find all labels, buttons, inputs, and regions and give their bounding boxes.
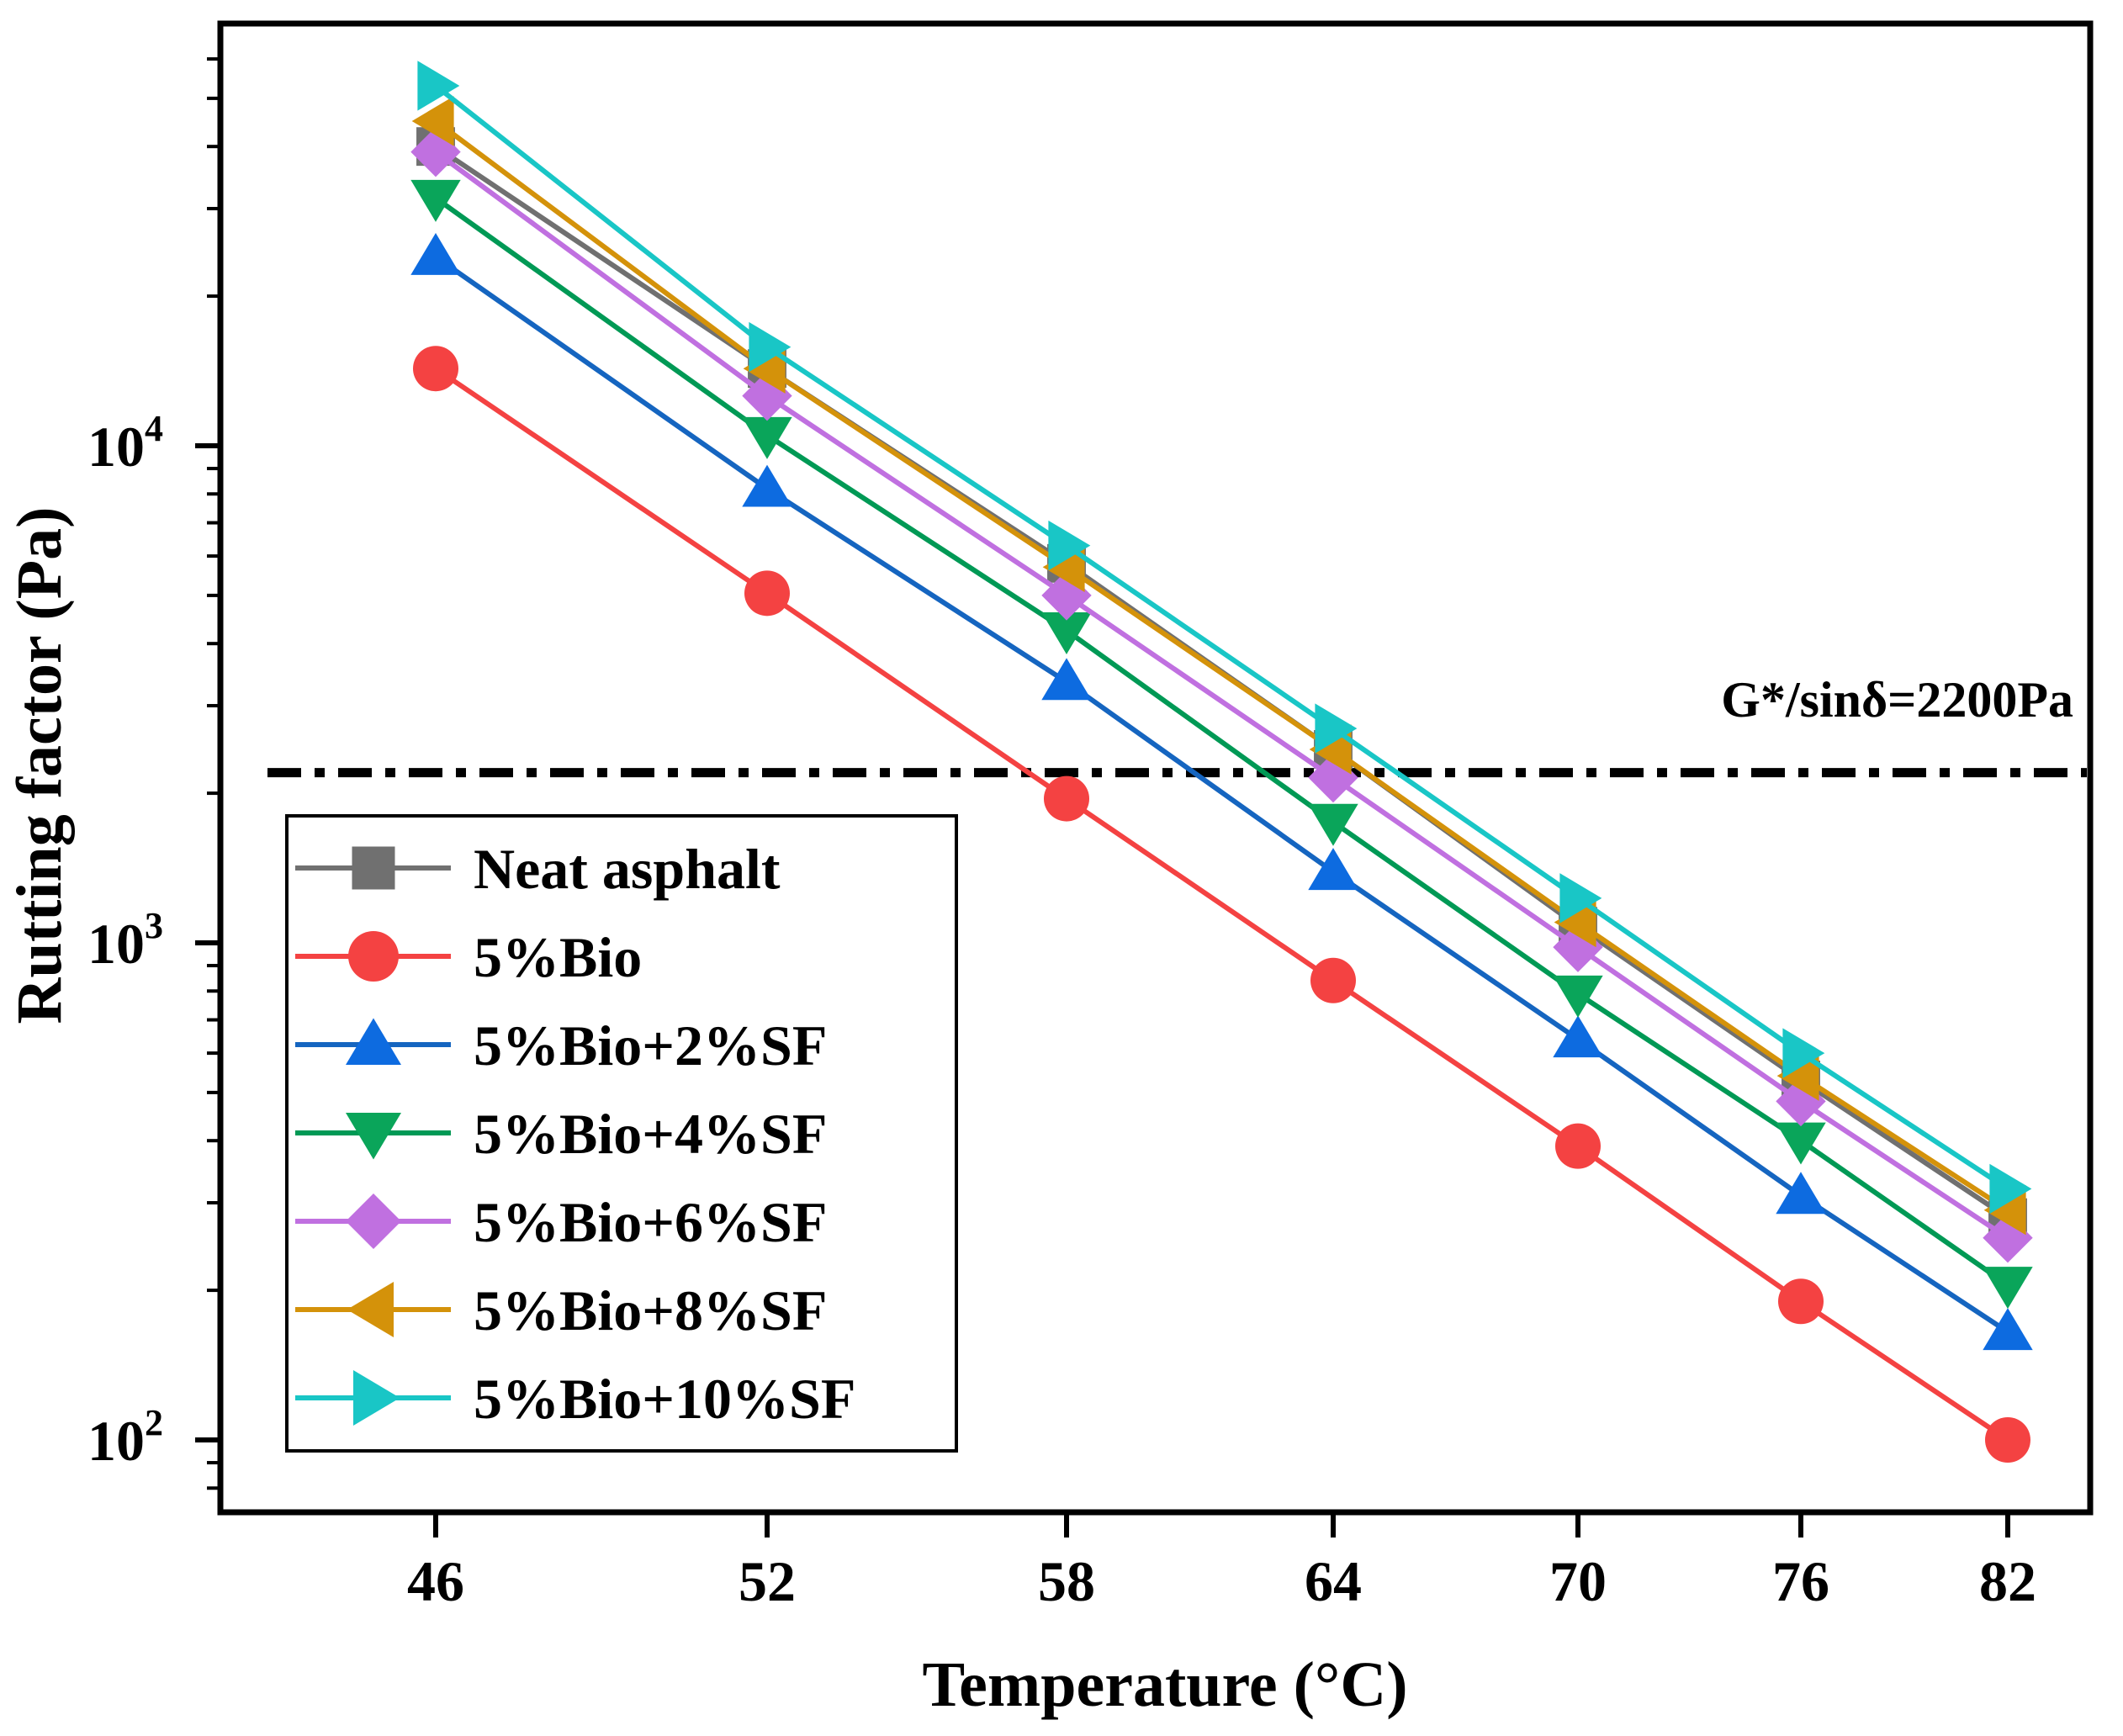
data-point [1985, 1417, 2030, 1463]
legend-marker [346, 1113, 401, 1160]
legend-item: 5%Bio [295, 925, 642, 989]
data-point [1776, 1172, 1826, 1215]
legend-marker [348, 931, 399, 982]
data-point [742, 464, 792, 507]
data-point [1776, 1122, 1826, 1165]
data-point [1553, 922, 1603, 972]
data-point [1041, 658, 1092, 701]
data-point [1554, 897, 1596, 948]
legend-label: 5%Bio+10%SF [474, 1367, 855, 1431]
data-point [1310, 957, 1356, 1003]
legend-marker [352, 846, 395, 890]
x-axis-title: Temperature (°C) [922, 1649, 1407, 1720]
series-5 [410, 126, 2033, 1263]
data-point [1553, 975, 1603, 1018]
data-point [1048, 520, 1091, 571]
x-tick-label: 52 [739, 1549, 796, 1613]
legend-item: 5%Bio+2%SF [295, 1014, 827, 1077]
x-tick-label: 76 [1772, 1549, 1829, 1613]
legend-marker [346, 1194, 401, 1249]
data-point [1989, 1163, 2032, 1215]
legend-item: 5%Bio+4%SF [295, 1102, 827, 1166]
y-tick-label: 102 [87, 1402, 163, 1473]
legend-label: Neat asphalt [474, 837, 781, 901]
y-tick-label: 104 [87, 408, 163, 479]
legend-marker [353, 1370, 400, 1426]
data-point [1308, 848, 1358, 891]
data-point [1782, 1028, 1825, 1078]
legend-item: 5%Bio+8%SF [295, 1278, 827, 1342]
legend-label: 5%Bio+2%SF [474, 1014, 827, 1077]
legend-label: 5%Bio+6%SF [474, 1190, 827, 1254]
data-point [1308, 803, 1358, 846]
legend-label: 5%Bio+4%SF [474, 1102, 827, 1166]
reference-line-label: G*/sinδ=2200Pa [1721, 672, 2073, 728]
plot-layer: 46 52 58 64 70 76 82 102 103 104 Neat asphalt 5%Bio… [87, 20, 2094, 1613]
legend-marker [346, 1018, 401, 1065]
data-point [1044, 775, 1089, 822]
series-3 [410, 232, 2033, 1351]
data-point [417, 61, 460, 111]
y-tick-label: 103 [87, 905, 163, 976]
data-point [744, 570, 790, 617]
data-point [413, 346, 458, 392]
series-4 [410, 179, 2033, 1310]
data-point [1778, 1278, 1824, 1325]
legend-item: Neat asphalt [295, 837, 781, 901]
x-tick-label: 70 [1549, 1549, 1607, 1613]
legend-item: 5%Bio+10%SF [295, 1367, 855, 1431]
x-tick-label: 82 [1979, 1549, 2036, 1613]
data-point [410, 179, 461, 222]
data-point [1776, 1076, 1826, 1127]
data-point [1041, 612, 1092, 654]
legend-label: 5%Bio [474, 925, 642, 989]
legend-label: 5%Bio+8%SF [474, 1278, 827, 1342]
data-point [1555, 1123, 1601, 1169]
y-axis-title: Rutting factor (Pa) [4, 507, 75, 1024]
x-tick-label: 58 [1038, 1549, 1095, 1613]
legend: Neat asphalt 5%Bio 5%Bio+2%SF 5%Bio+4%SF 5%B… [285, 814, 958, 1453]
data-point [411, 96, 454, 146]
data-point [1983, 1213, 2033, 1263]
data-point [1041, 570, 1092, 621]
data-point [1559, 873, 1602, 924]
data-point [1553, 1015, 1603, 1058]
data-point [410, 232, 461, 275]
plot-frame [217, 20, 2094, 1516]
data-point [742, 416, 792, 459]
legend-item: 5%Bio+6%SF [295, 1190, 827, 1254]
x-tick-label: 46 [407, 1549, 464, 1613]
legend-marker [347, 1282, 394, 1337]
data-point [1315, 703, 1358, 754]
data-point [1308, 752, 1358, 803]
x-tick-label: 64 [1305, 1549, 1362, 1613]
series-7 [417, 61, 2032, 1215]
data-point [1983, 1267, 2033, 1310]
series-2 [413, 346, 2030, 1463]
data-point [1983, 1308, 2033, 1351]
data-point [749, 321, 791, 373]
data-point [1776, 1051, 1819, 1101]
